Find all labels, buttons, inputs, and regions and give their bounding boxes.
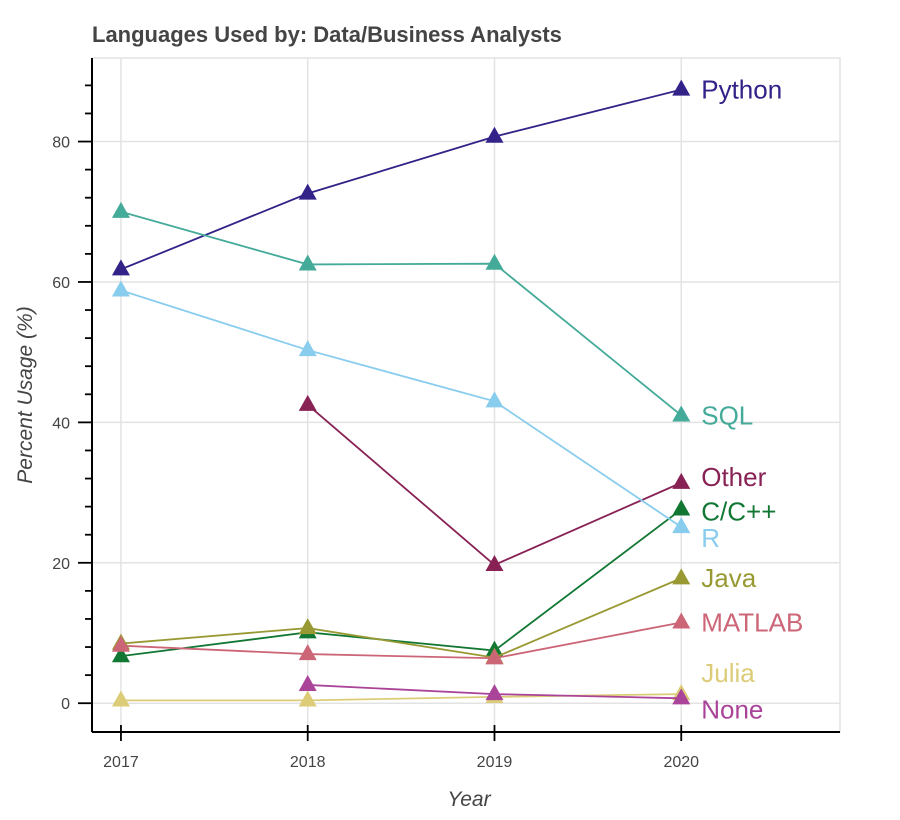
gridlines — [92, 58, 840, 732]
triangle-marker — [672, 517, 691, 534]
y-tick-label: 60 — [52, 275, 70, 292]
series-label: SQL — [701, 400, 753, 430]
series-label: Python — [701, 75, 782, 105]
series-label: Other — [701, 462, 766, 492]
triangle-marker — [672, 499, 691, 516]
triangle-marker — [485, 648, 504, 665]
triangle-marker — [298, 690, 317, 707]
triangle-marker — [485, 684, 504, 701]
y-tick-label: 0 — [61, 696, 70, 713]
series-label: None — [701, 694, 763, 724]
series-matlab — [111, 612, 691, 665]
axes: 2017 2018 2019 2020 0 20 40 60 80 — [52, 58, 840, 771]
y-tick-label: 80 — [52, 135, 70, 152]
triangle-marker — [485, 253, 504, 270]
series-sql — [111, 201, 691, 422]
triangle-marker — [298, 618, 317, 635]
triangle-marker — [485, 126, 504, 143]
triangle-marker — [672, 79, 691, 96]
triangle-marker — [485, 554, 504, 571]
x-tick-label: 2019 — [477, 754, 513, 771]
series-other — [298, 394, 691, 571]
series-line — [120, 508, 682, 658]
triangle-marker — [298, 183, 317, 200]
x-tick-label: 2020 — [663, 754, 699, 771]
y-tick-label: 40 — [52, 415, 70, 432]
series-none — [298, 675, 691, 705]
triangle-marker — [672, 405, 691, 422]
series-line — [120, 88, 682, 271]
triangle-marker — [111, 690, 130, 707]
x-tick-label: 2017 — [103, 754, 139, 771]
triangle-marker — [111, 280, 130, 297]
chart-title: Languages Used by: Data/Business Analyst… — [92, 22, 562, 47]
y-tick-label: 20 — [52, 556, 70, 573]
triangle-marker — [672, 472, 691, 489]
triangle-marker — [111, 201, 130, 218]
triangle-marker — [485, 391, 504, 408]
series-python — [111, 79, 691, 276]
x-axis-label: Year — [447, 788, 491, 811]
series-label: MATLAB — [701, 607, 803, 637]
triangle-marker — [111, 259, 130, 276]
triangle-marker — [298, 644, 317, 661]
triangle-marker — [672, 568, 691, 585]
triangle-marker — [672, 612, 691, 629]
series-line — [120, 577, 682, 659]
series-line — [120, 289, 682, 528]
series-labels: Python SQL Other C/C++R Java MATLAB Julia None — [701, 75, 803, 725]
series-label: Java — [701, 563, 756, 593]
series-line — [120, 621, 682, 660]
series-label: Julia — [701, 658, 755, 688]
y-axis-label: Percent Usage (%) — [14, 306, 37, 483]
triangle-marker — [298, 394, 317, 411]
triangle-marker — [111, 635, 130, 652]
series-label: C/C++ — [701, 496, 776, 526]
triangle-marker — [298, 340, 317, 357]
series-label: R — [701, 523, 720, 553]
triangle-marker — [111, 646, 130, 663]
triangle-marker — [298, 254, 317, 271]
series-line — [120, 210, 682, 417]
triangle-marker — [672, 688, 691, 705]
series-r — [111, 280, 691, 534]
series-layer — [111, 79, 691, 707]
triangle-marker — [298, 675, 317, 692]
x-tick-label: 2018 — [290, 754, 326, 771]
